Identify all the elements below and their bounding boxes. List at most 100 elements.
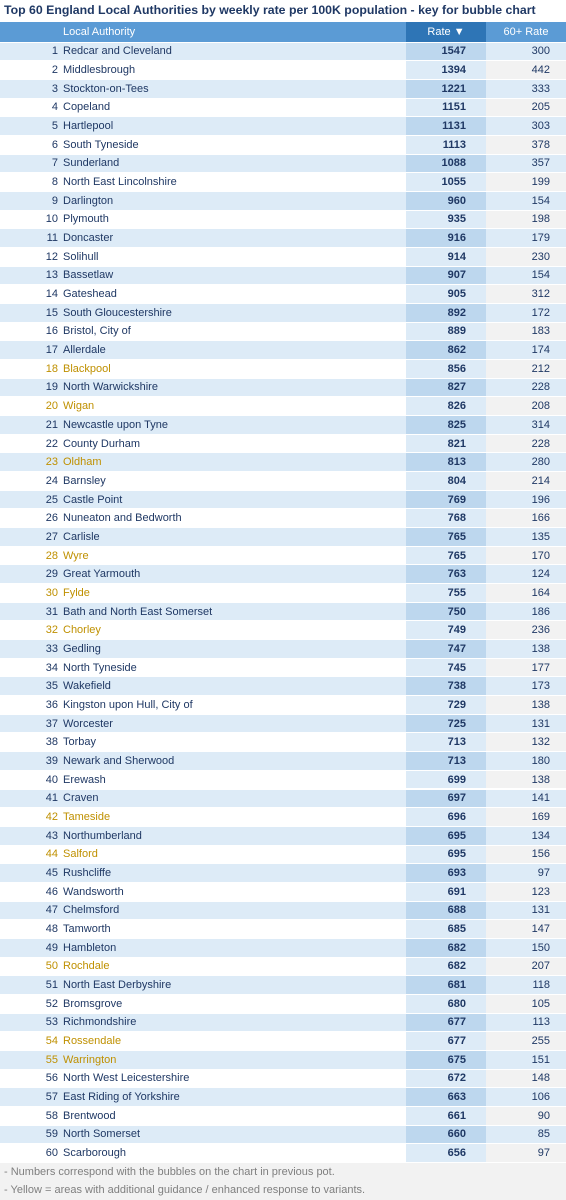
rate: 907 [406,266,486,285]
table-row: 37 Worcester 725 131 [0,714,566,734]
table-row: 35 Wakefield 738 173 [0,677,566,697]
rate: 935 [406,210,486,229]
rate: 660 [406,1125,486,1144]
rank: 4 [51,101,58,114]
rate: 765 [406,528,486,546]
rate: 916 [406,229,486,247]
authority-name: Middlesbrough [63,64,136,76]
rank: 37 [45,717,58,730]
rate: 1055 [406,173,486,191]
rate: 681 [406,976,486,994]
rank: 44 [45,848,58,861]
rate: 661 [406,1106,486,1125]
rate-60: 314 [486,416,566,434]
rate: 827 [406,378,486,397]
table-row: 2 Middlesbrough 1394 442 [0,61,566,80]
authority-name: Wigan [63,400,95,413]
authority-name: Salford [63,848,98,861]
rate-60: 131 [486,714,566,733]
notes: - Numbers correspond with the bubbles on… [0,1163,566,1200]
table-row: 25 Castle Point 769 196 [0,490,566,510]
table-row: 18 Blackpool 856 212 [0,359,566,379]
table-row: 33 Gedling 747 138 [0,640,566,659]
rate-60: 106 [486,1088,566,1106]
rate: 693 [406,864,486,882]
table-row: 48 Tamworth 685 147 [0,920,566,939]
table-row: 11 Doncaster 916 179 [0,229,566,248]
rate: 677 [406,1032,486,1050]
rate-60: 177 [486,658,566,677]
authority-name: Darlington [63,194,114,207]
rate: 713 [406,752,486,770]
table-row: 34 North Tyneside 745 177 [0,658,566,678]
rate-60: 236 [486,621,566,640]
authority-name: Brentwood [63,1109,116,1122]
rate-60: 280 [486,453,566,472]
rate-60: 174 [486,341,566,359]
table-row: 32 Chorley 749 236 [0,621,566,641]
rate-60: 85 [486,1125,566,1144]
rate: 696 [406,808,486,826]
rank: 43 [45,829,58,842]
authority-name: Erewash [63,773,106,786]
rate: 914 [406,247,486,266]
rate: 695 [406,845,486,864]
authority-name: County Durham [63,437,141,450]
rate-60: 255 [486,1032,566,1050]
rate-60: 138 [486,770,566,789]
authority-name: Gedling [63,642,101,655]
table-row: 44 Salford 695 156 [0,845,566,865]
rank: 24 [45,474,58,487]
table-row: 7 Sunderland 1088 357 [0,154,566,174]
rate-60: 138 [486,640,566,658]
authority-name: North East Lincolnshire [63,176,177,189]
authority-name: Kingston upon Hull, City of [63,698,193,711]
authority-name: North Tyneside [63,661,137,674]
rate: 769 [406,490,486,509]
authority-name: Rushcliffe [63,867,112,880]
authority-name: Wyre [63,549,89,562]
rank: 16 [45,325,58,338]
rate: 755 [406,584,486,602]
table-row: 36 Kingston upon Hull, City of 729 138 [0,696,566,715]
rank: 2 [51,64,58,76]
table-row: 14 Gateshead 905 312 [0,285,566,304]
rate: 804 [406,472,486,490]
rate: 1221 [406,79,486,98]
table-row: 4 Copeland 1151 205 [0,98,566,118]
table-row: 42 Tameside 696 169 [0,808,566,827]
authority-name: Stockton-on-Tees [63,82,149,95]
rate-60: 205 [486,98,566,117]
rank: 29 [45,568,58,581]
authority-name: Bath and North East Somerset [63,605,213,618]
authority-name: Newark and Sherwood [63,754,175,767]
header-cell[interactable]: Rate ▼ [406,22,486,42]
rank: 28 [45,549,58,562]
rank: 59 [45,1128,58,1141]
authority-name: Carlisle [63,530,100,543]
rate-60: 196 [486,490,566,509]
rank: 25 [45,493,58,506]
rate: 749 [406,621,486,640]
rank: 18 [45,362,58,375]
authority-name: Worcester [63,717,113,730]
authority-name: Barnsley [63,474,106,487]
table-row: 41 Craven 697 141 [0,789,566,809]
rate-60: 228 [486,434,566,453]
rate-60: 138 [486,696,566,714]
authority-name: Wakefield [63,680,111,693]
rate-60: 154 [486,266,566,285]
table-row: 20 Wigan 826 208 [0,397,566,416]
table-row: 15 South Gloucestershire 892 172 [0,303,566,323]
rate-60: 180 [486,752,566,770]
table-row: 8 North East Lincolnshire 1055 199 [0,173,566,192]
table-row: 58 Brentwood 661 90 [0,1106,566,1126]
rank: 27 [45,530,58,543]
rate-60: 312 [486,285,566,303]
authority-name: Great Yarmouth [63,568,141,581]
rate: 713 [406,733,486,752]
rank: 34 [45,661,58,674]
rate: 747 [406,640,486,658]
table-row: 54 Rossendale 677 255 [0,1032,566,1051]
rate: 680 [406,994,486,1013]
